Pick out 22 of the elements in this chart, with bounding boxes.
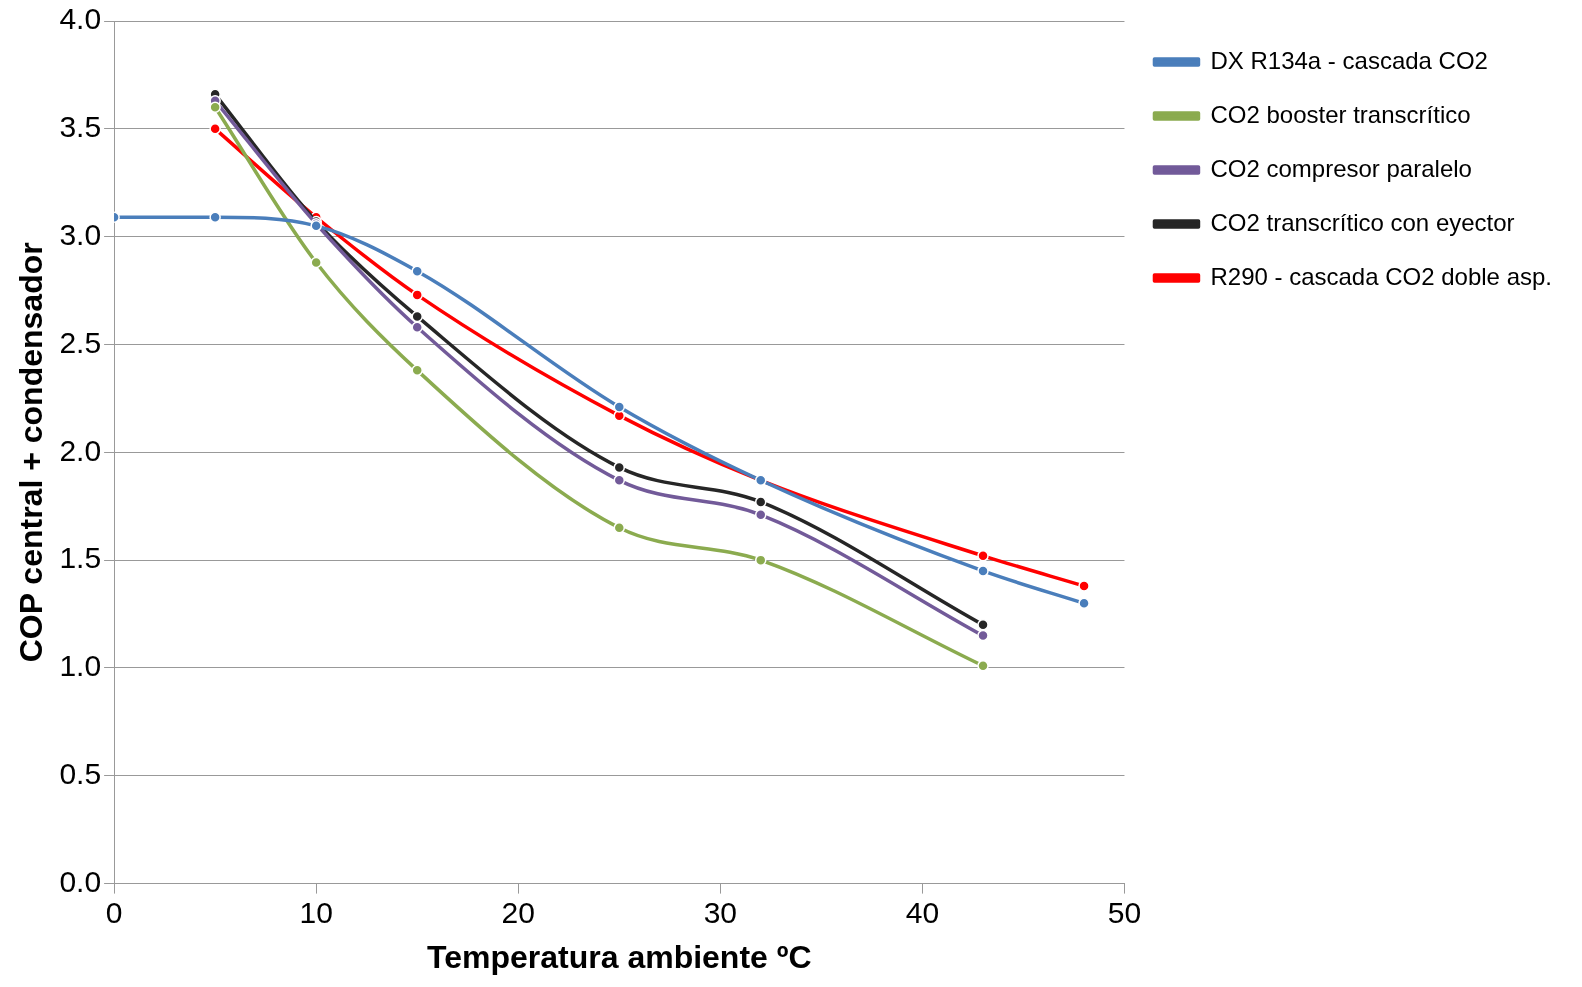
y-tick-label: 3.5 <box>59 110 102 144</box>
legend-label: CO2 booster transcrítico <box>1210 100 1471 128</box>
x-tick-label: 30 <box>703 895 738 929</box>
x-tick-label: 0 <box>105 895 123 929</box>
y-tick-label: 3.0 <box>59 217 102 251</box>
x-tick-label: 20 <box>501 895 535 929</box>
y-tick-label: 0.0 <box>59 864 102 898</box>
y-axis-title: COP central + condensador <box>13 242 50 663</box>
x-tick-label: 10 <box>299 895 333 929</box>
legend-label: R290 - cascada CO2 doble asp. <box>1210 262 1552 290</box>
x-tick-label: 50 <box>1107 895 1142 929</box>
x-axis-title: Temperatura ambiente ºC <box>427 938 812 975</box>
y-tick-label: 4.0 <box>59 2 102 36</box>
y-tick-label: 0.5 <box>59 757 102 791</box>
x-tick-label: 40 <box>905 895 940 929</box>
y-tick-label: 2.5 <box>59 325 102 359</box>
y-tick-label: 2.0 <box>59 433 102 467</box>
legend-label: CO2 transcrítico con eyector <box>1210 208 1515 236</box>
legend-label: CO2 compresor paralelo <box>1210 154 1472 182</box>
y-tick-label: 1.5 <box>59 541 102 575</box>
legend-label: DX R134a - cascada CO2 <box>1210 46 1488 74</box>
y-tick-label: 1.0 <box>59 649 102 683</box>
